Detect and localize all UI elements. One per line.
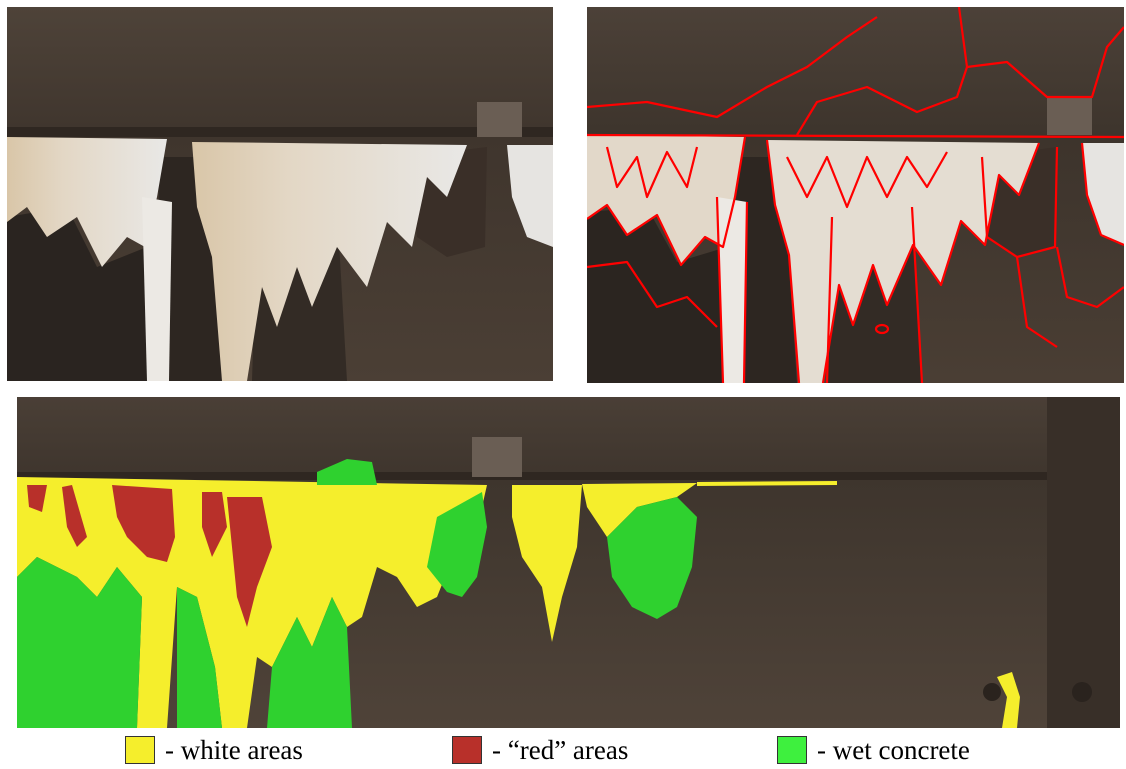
legend-item-wet-concrete: - wet concrete <box>777 732 970 768</box>
segment-boundary <box>715 196 749 383</box>
red-area-region <box>202 492 227 557</box>
classified-photo-panel <box>17 397 1120 728</box>
segmented-photo-panel <box>587 7 1124 383</box>
wet-concrete-region <box>317 459 377 485</box>
classified-photo-image <box>17 397 1120 728</box>
dark-wet-zone <box>7 207 167 381</box>
bolt-hole <box>1072 682 1092 702</box>
legend-item-red-areas: - “red” areas <box>452 732 628 768</box>
legend-swatch-red <box>452 736 482 764</box>
red-area-region <box>62 485 87 547</box>
legend-label: - white areas <box>165 734 303 765</box>
class-red-regions <box>27 485 272 627</box>
efflorescence-area <box>507 145 553 247</box>
red-area-region <box>227 497 272 627</box>
red-area-region <box>112 485 175 562</box>
efflorescence-area <box>7 137 167 267</box>
efflorescence-drip <box>142 197 172 381</box>
segment-boundary <box>874 323 890 335</box>
segment-boundaries <box>587 7 1124 383</box>
white-area-region <box>512 485 582 642</box>
efflorescence-area <box>767 140 1039 383</box>
efflorescence-area <box>1082 143 1124 245</box>
patch-area <box>477 102 522 137</box>
efflorescence-area <box>192 142 467 381</box>
patch-area <box>1047 97 1092 135</box>
segment-boundary <box>587 206 924 383</box>
original-photo-image <box>7 7 553 381</box>
segment-boundary <box>587 136 747 267</box>
segment-boundary <box>765 139 1041 383</box>
dark-edge-zone <box>1047 397 1120 728</box>
segment-boundary <box>966 26 1124 99</box>
segment-boundary <box>605 146 948 209</box>
horizontal-joint <box>7 127 553 137</box>
wet-concrete-region <box>427 492 487 597</box>
legend-swatch-yellow <box>125 736 155 764</box>
legend-label: - “red” areas <box>492 734 629 765</box>
wet-concrete-region <box>177 587 222 728</box>
horizontal-joint <box>17 472 1120 480</box>
class-legend: - white areas - “red” areas - wet concre… <box>0 732 1126 768</box>
original-photo-panel <box>7 7 553 381</box>
segmented-photo-image <box>587 7 1124 383</box>
segment-boundary <box>587 133 1124 139</box>
segment-boundary <box>1015 246 1124 348</box>
legend-label: - wet concrete <box>817 734 970 765</box>
legend-item-white-areas: - white areas <box>125 732 303 768</box>
class-wet-regions <box>17 459 697 728</box>
segment-boundary <box>1080 142 1124 247</box>
bolt-hole <box>983 683 1001 701</box>
wet-concrete-region <box>267 597 352 728</box>
wet-concrete-region <box>607 497 697 619</box>
dark-wet-zone <box>587 207 742 383</box>
white-area-region <box>697 481 837 486</box>
patch-area <box>472 437 522 477</box>
red-area-region <box>27 485 47 512</box>
legend-swatch-green <box>777 736 807 764</box>
wet-concrete-region <box>17 557 142 728</box>
white-area-region <box>582 483 697 537</box>
white-area-region <box>997 672 1020 728</box>
